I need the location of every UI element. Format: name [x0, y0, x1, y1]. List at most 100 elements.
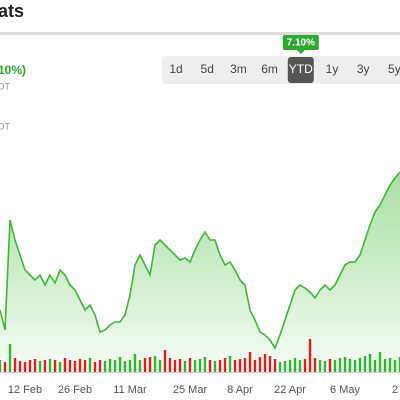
volume-bar: [393, 360, 397, 372]
volume-bar: [23, 362, 27, 372]
volume-bar: [18, 361, 22, 372]
volume-bar: [298, 360, 302, 372]
volume-bar: [88, 358, 92, 372]
volume-bar: [128, 360, 132, 372]
volume-bar: [8, 344, 12, 372]
volume-bar: [243, 358, 247, 372]
volume-bar: [163, 350, 167, 372]
volume-bar: [158, 360, 162, 372]
volume-bar: [283, 361, 287, 372]
volume-bar: [143, 358, 147, 372]
volume-bar: [178, 359, 182, 372]
volume-bar: [33, 359, 37, 372]
volume-bar: [258, 357, 262, 372]
x-tick-label: 25 Mar: [173, 384, 208, 396]
volume-bar: [138, 360, 142, 372]
volume-bar: [328, 359, 332, 372]
volume-bar: [348, 359, 352, 372]
volume-bar: [153, 356, 157, 372]
volume-bar: [183, 361, 187, 372]
x-tick-label: 8 Apr: [227, 384, 253, 396]
volume-bar: [133, 354, 137, 372]
range-button[interactable]: 1d: [169, 62, 182, 76]
volume-bar: [308, 339, 312, 372]
range-button[interactable]: 5y: [388, 62, 400, 76]
volume-bar: [318, 360, 322, 372]
badge: [282, 35, 319, 50]
title: ats: [0, 1, 24, 21]
volume-bar: [83, 360, 87, 372]
x-tick-label: 6 May: [330, 384, 360, 396]
volume-bar: [193, 360, 197, 372]
volume-bar: [288, 360, 292, 372]
range-button[interactable]: YTD: [289, 62, 313, 76]
change: 10%): [0, 63, 26, 77]
volume-bar: [333, 360, 337, 372]
volume-bar: [73, 361, 77, 372]
badge-pointer: [296, 50, 305, 54]
x-tick-label: 12 Feb: [8, 384, 42, 396]
volume-bar: [103, 361, 107, 372]
volume-bar: [273, 359, 277, 372]
volume-bar: [188, 358, 192, 372]
volume-bar: [63, 358, 67, 372]
volume-bar: [263, 354, 267, 372]
volume-bar: [398, 357, 400, 372]
volume-bar: [388, 358, 392, 372]
range-button[interactable]: 5d: [201, 62, 214, 76]
range-button[interactable]: 3y: [357, 62, 370, 76]
volume-bar: [343, 357, 347, 372]
volume-bar: [358, 358, 362, 372]
volume-bar: [268, 356, 272, 372]
x-tick-label: 2: [392, 384, 398, 396]
volume-bar: [58, 362, 62, 372]
volume-bar: [233, 360, 237, 372]
range-button[interactable]: 3m: [230, 62, 247, 76]
volume-bar: [3, 362, 7, 372]
volume-bar: [253, 360, 257, 372]
volume-bar: [338, 358, 342, 372]
note: DT: [0, 121, 10, 131]
volume-bar: [228, 356, 232, 372]
volume-bar: [303, 359, 307, 372]
volume-bar: [123, 361, 127, 372]
x-tick-label: 22 Apr: [274, 384, 306, 396]
volume-bar: [168, 358, 172, 372]
range-button-active[interactable]: [287, 57, 314, 83]
volume-bar: [378, 352, 382, 372]
volume-bar: [28, 360, 32, 372]
volume-bar: [373, 360, 377, 372]
volume-bar: [278, 362, 282, 372]
volume-bar: [223, 358, 227, 372]
range-button[interactable]: 1y: [326, 62, 339, 76]
volume-bar: [323, 361, 327, 372]
volume-bar: [98, 360, 102, 372]
volume-bar: [108, 359, 112, 372]
volume-bar: [93, 362, 97, 372]
x-tick-label: 11 Mar: [113, 384, 147, 396]
area-fill: [0, 172, 400, 370]
volume-bar: [213, 361, 217, 372]
x-tick-label: 26 Feb: [58, 384, 92, 396]
volume-bar: [248, 352, 252, 372]
volume-bar: [208, 360, 212, 372]
volume-bar: [198, 359, 202, 372]
volume-bar: [118, 357, 122, 372]
note: DT: [0, 81, 10, 91]
volume-bar: [0, 360, 2, 372]
volume-bar: [68, 360, 72, 372]
volume-bar: [383, 359, 387, 372]
volume-bar: [353, 360, 357, 372]
badge-text: 7.10%: [287, 38, 315, 49]
price-line: [0, 171, 400, 350]
volume-bar: [148, 357, 152, 372]
volume-bar: [218, 360, 222, 372]
volume-bar: [293, 358, 297, 372]
volume-bar: [48, 359, 52, 372]
volume-bar: [173, 360, 177, 372]
volume-bar: [363, 356, 367, 372]
range-button[interactable]: 6m: [261, 62, 278, 76]
volume-bar: [43, 360, 47, 372]
